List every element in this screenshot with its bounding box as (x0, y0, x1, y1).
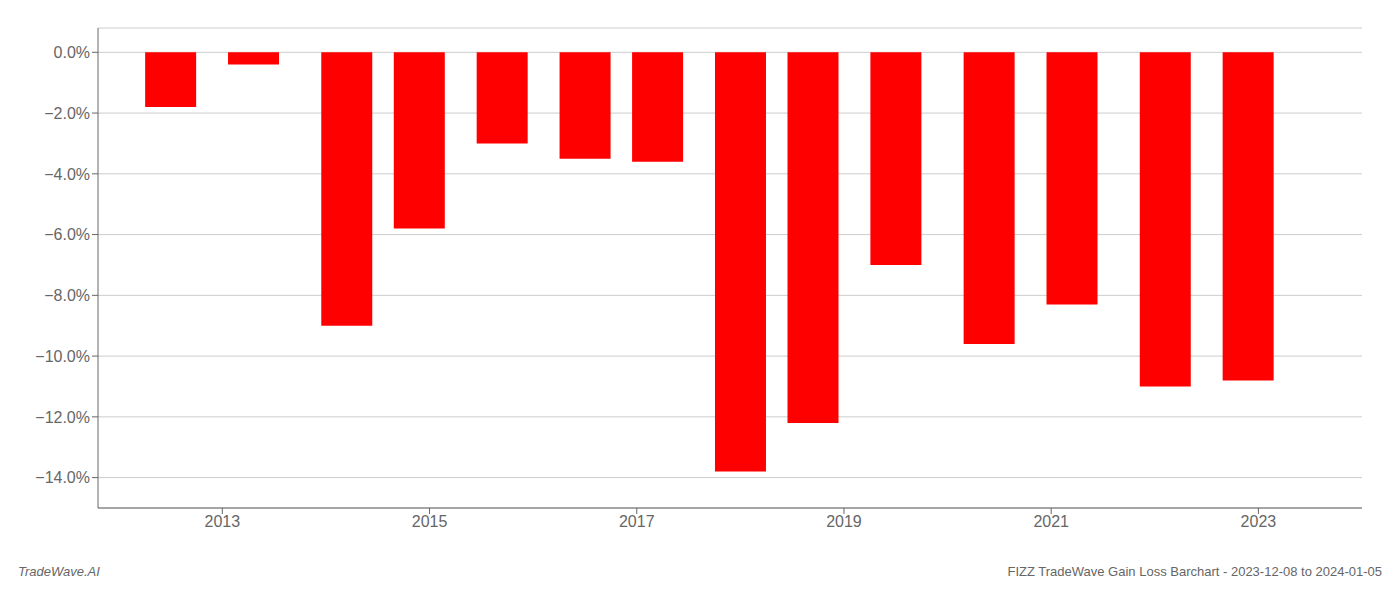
svg-text:−4.0%: −4.0% (44, 166, 90, 183)
svg-text:2017: 2017 (619, 513, 655, 530)
svg-text:−12.0%: −12.0% (35, 409, 90, 426)
svg-text:−6.0%: −6.0% (44, 226, 90, 243)
svg-text:2019: 2019 (826, 513, 862, 530)
html-text:TradeWave.AI: TradeWave.AI (18, 564, 100, 579)
svg-text:−8.0%: −8.0% (44, 287, 90, 304)
svg-text:−14.0%: −14.0% (35, 469, 90, 486)
svg-text:−10.0%: −10.0% (35, 348, 90, 365)
html-text:FIZZ TradeWave Gain Loss Barch: FIZZ TradeWave Gain Loss Barchart - 2023… (1007, 564, 1382, 579)
svg-text:−2.0%: −2.0% (44, 105, 90, 122)
svg-text:0.0%: 0.0% (54, 44, 90, 61)
svg-text:2023: 2023 (1241, 513, 1277, 530)
svg-text:2013: 2013 (205, 513, 241, 530)
svg-text:2021: 2021 (1033, 513, 1069, 530)
svg-text:2015: 2015 (412, 513, 448, 530)
